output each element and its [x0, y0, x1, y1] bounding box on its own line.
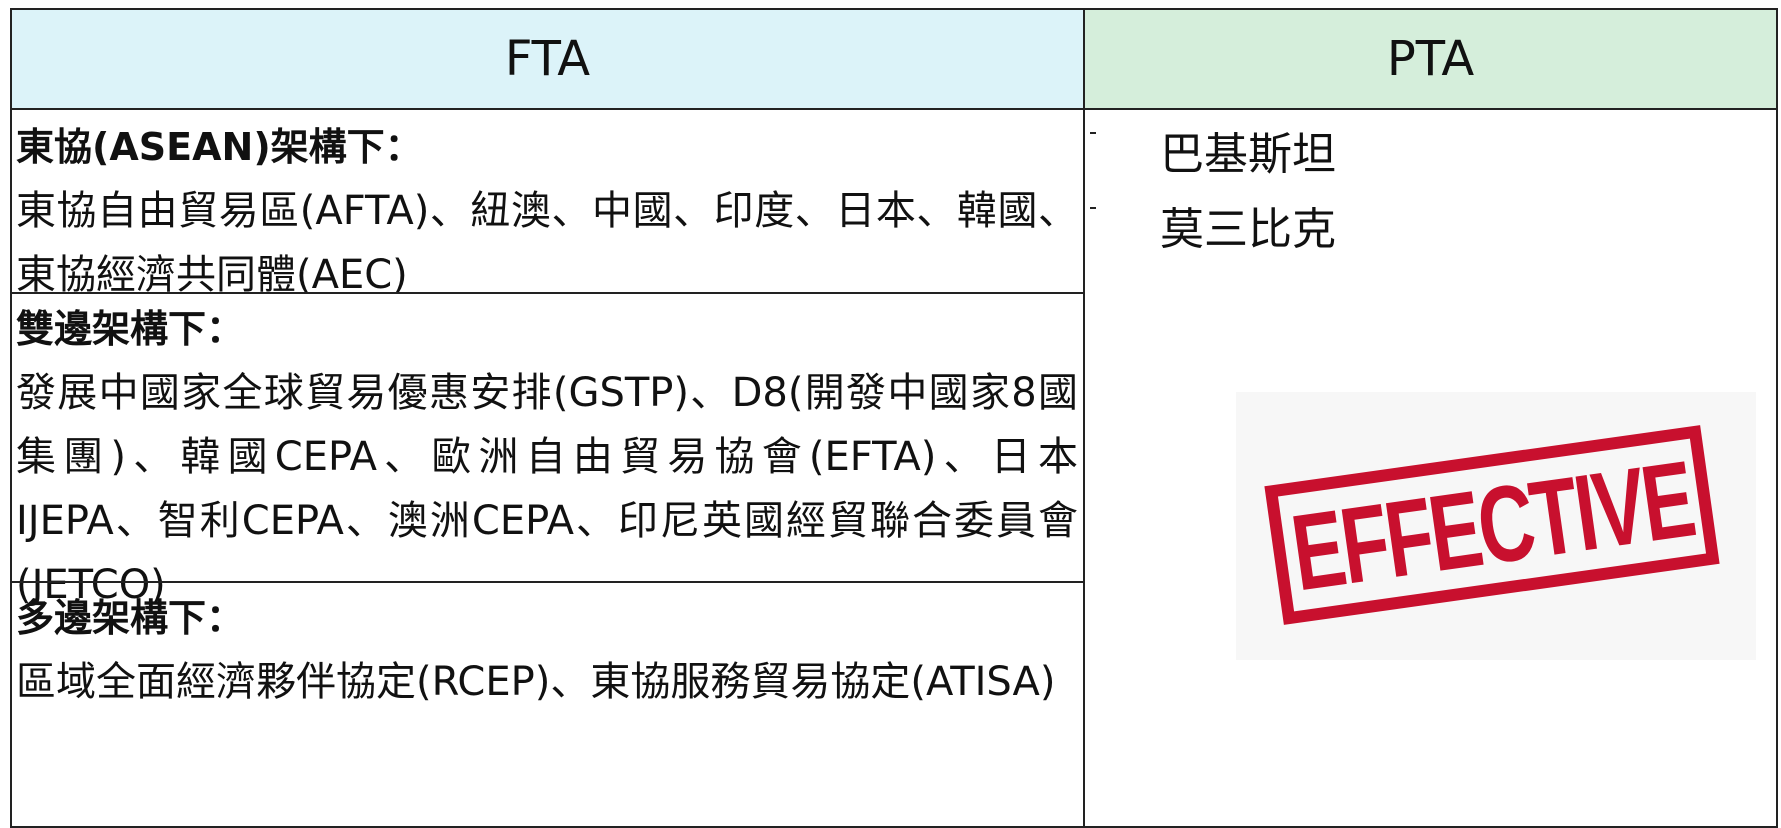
section-body: 區域全面經濟夥伴協定(RCEP)、東協服務貿易協定(ATISA)	[16, 659, 1056, 705]
section-heading: 東協(ASEAN)架構下：	[16, 125, 423, 169]
pta-item: 巴基斯坦	[1160, 129, 1336, 180]
section-heading: 多邊架構下：	[16, 596, 245, 640]
row-divider	[10, 292, 1083, 294]
fta-section: 多邊架構下： 區域全面經濟夥伴協定(RCEP)、東協服務貿易協定(ATISA)	[12, 586, 1082, 714]
bullet	[1090, 207, 1096, 209]
row-divider	[10, 581, 1083, 583]
pta-item: 莫三比克	[1160, 204, 1336, 255]
fta-section: 雙邊架構下： 發展中國家全球貿易優惠安排(GSTP)、D8(開發中國家8國集團)…	[12, 297, 1082, 617]
section-body: 東協自由貿易區(AFTA)、紐澳、中國、印度、日本、韓國、東協經濟共同體(AEC…	[16, 188, 1078, 298]
fta-section: 東協(ASEAN)架構下： 東協自由貿易區(AFTA)、紐澳、中國、印度、日本、…	[12, 115, 1082, 307]
section-heading: 雙邊架構下：	[16, 307, 245, 351]
section-body: 發展中國家全球貿易優惠安排(GSTP)、D8(開發中國家8國集團)、韓國CEPA…	[16, 370, 1078, 608]
fta-header: FTA	[10, 8, 1085, 110]
column-divider	[1083, 108, 1085, 828]
stamp-background	[1236, 392, 1756, 660]
bullet	[1090, 132, 1096, 134]
page: {"header": {"fta": "FTA", "pta": "PTA"},…	[10, 8, 1778, 828]
pta-header: PTA	[1083, 8, 1778, 110]
